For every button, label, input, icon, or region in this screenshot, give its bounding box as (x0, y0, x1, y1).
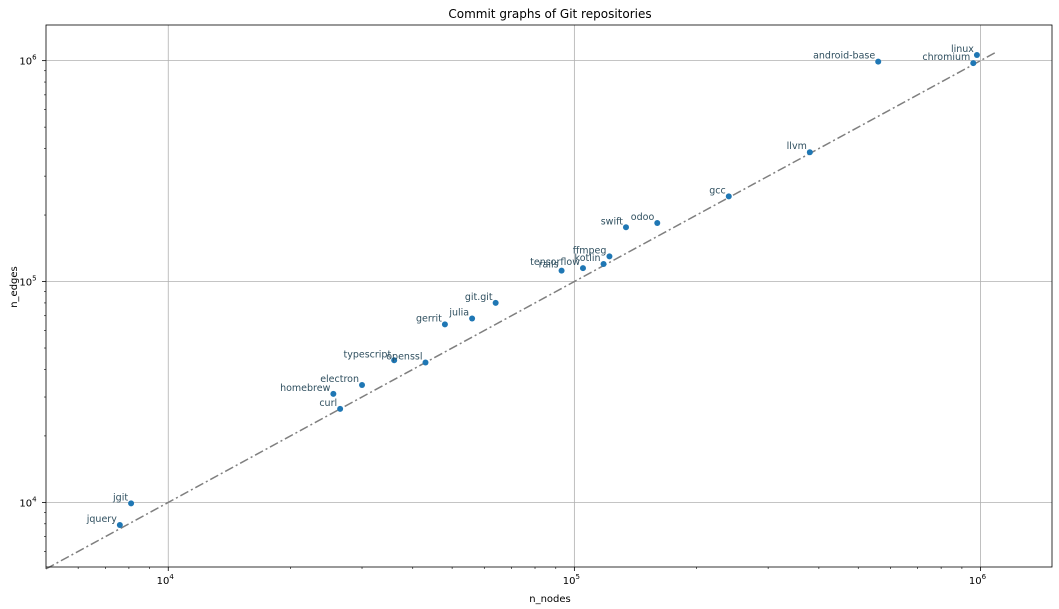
data-point-tensorflow (579, 265, 586, 272)
x-tick-label: 104 (157, 573, 175, 587)
point-label-homebrew: homebrew (280, 383, 331, 394)
point-label-gerrit: gerrit (416, 313, 442, 324)
data-point-gcc (725, 193, 732, 200)
data-point-ffmpeg (606, 253, 613, 260)
point-label-kotlin: kotlin (575, 253, 601, 264)
point-label-android-base: android-base (813, 51, 875, 62)
data-points (116, 52, 980, 529)
point-label-tensorflow: tensorflow (530, 257, 580, 268)
point-label-electron: electron (320, 374, 359, 385)
plot-frame (45, 24, 1053, 568)
x-tick-label: 106 (969, 573, 987, 587)
data-point-homebrew (330, 390, 337, 397)
data-point-swift (622, 224, 629, 231)
point-label-swift: swift (601, 216, 624, 227)
data-point-jgit (128, 500, 135, 507)
axis-ticks: 104 105 106 104 105 106 (19, 54, 986, 587)
point-labels: linux android-base chromium llvm gcc odoo swif… (86, 44, 975, 525)
x-tick-label: 105 (563, 573, 580, 587)
data-point-llvm (806, 149, 813, 156)
grid (46, 25, 1052, 567)
y-axis-label: n_edges (9, 266, 20, 308)
point-label-jgit: jgit (112, 492, 128, 503)
data-point-gerrit (441, 321, 448, 328)
point-label-linux: linux (951, 44, 974, 55)
y-tick-label: 105 (19, 275, 36, 289)
data-point-chromium (970, 60, 977, 67)
chart-title: Commit graphs of Git repositories (448, 7, 651, 21)
y-tick-label: 106 (19, 54, 37, 68)
point-label-curl: curl (319, 398, 337, 409)
data-point-kotlin (600, 261, 607, 268)
point-label-typescript: typescript (343, 349, 391, 360)
point-label-julia: julia (448, 308, 469, 319)
x-axis-label: n_nodes (529, 594, 571, 605)
point-label-git.git: git.git (465, 292, 493, 303)
data-point-android-base (875, 58, 882, 65)
y-tick-label: 104 (19, 495, 37, 509)
point-label-llvm: llvm (787, 141, 807, 152)
point-label-odoo: odoo (631, 212, 655, 223)
point-label-rails: rails (539, 260, 559, 271)
data-point-electron (359, 382, 366, 389)
data-point-jquery (116, 522, 123, 529)
data-point-odoo (654, 220, 661, 227)
data-point-openssl (422, 359, 429, 366)
data-point-git.git (492, 299, 499, 306)
point-label-chromium: chromium (922, 52, 970, 63)
data-point-typescript (391, 357, 398, 364)
point-label-ffmpeg: ffmpeg (573, 245, 607, 256)
data-point-linux (973, 52, 980, 59)
point-label-gcc: gcc (709, 185, 725, 196)
point-label-openssl: openssl (386, 351, 422, 362)
data-point-rails (558, 267, 565, 274)
data-point-julia (469, 315, 476, 322)
point-label-jquery: jquery (86, 514, 117, 525)
reference-line (45, 50, 998, 570)
data-point-curl (337, 405, 344, 412)
